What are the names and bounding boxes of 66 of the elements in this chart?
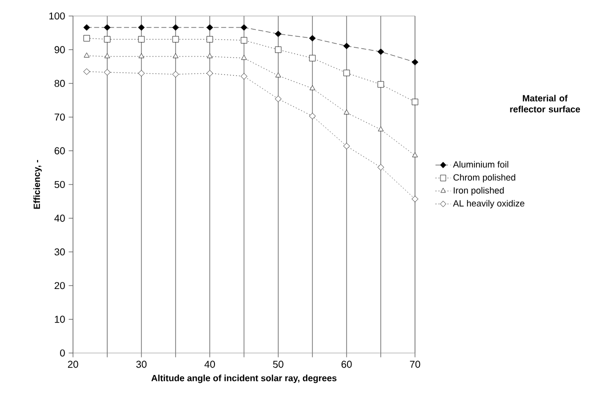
legend-label: Aluminium foil	[453, 161, 508, 168]
point	[241, 54, 247, 60]
point	[309, 112, 316, 120]
point	[344, 110, 350, 114]
point	[138, 24, 145, 31]
legend-label: Chrom polished	[453, 174, 516, 182]
point	[138, 70, 145, 76]
legend-title: Material of reflector surface	[510, 94, 580, 112]
x-tick-label: 40	[204, 360, 215, 368]
point	[206, 24, 214, 31]
point	[84, 52, 90, 58]
point	[378, 126, 384, 132]
point	[240, 73, 248, 80]
point	[240, 24, 248, 31]
point	[343, 42, 350, 50]
x-tick-label: 70	[410, 360, 420, 368]
x-tick-label: 50	[273, 360, 284, 368]
point	[309, 35, 316, 42]
x-tick-label: 60	[342, 360, 352, 368]
point	[138, 53, 144, 58]
y-tick-label: 0	[60, 349, 65, 357]
y-tick-label: 40	[54, 214, 65, 222]
point	[172, 24, 179, 31]
y-tick-label: 20	[54, 282, 65, 290]
legend-label: AL heavily oxidize	[453, 200, 524, 208]
point	[310, 85, 316, 90]
point	[206, 70, 214, 76]
y-tick-label: 50	[54, 180, 65, 188]
point	[104, 53, 110, 58]
y-tick-label: 60	[54, 147, 65, 154]
point	[138, 36, 145, 42]
point	[274, 30, 282, 38]
point	[275, 46, 282, 53]
point	[172, 36, 179, 42]
point	[104, 24, 111, 31]
point	[83, 24, 90, 31]
point	[104, 69, 111, 76]
point	[172, 71, 179, 78]
point	[412, 196, 418, 202]
point	[206, 36, 213, 42]
point	[412, 58, 418, 66]
y-tick-label: 30	[54, 248, 65, 256]
x-tick-label: 30	[136, 360, 147, 368]
y-tick-label: 90	[54, 46, 65, 54]
point	[104, 36, 110, 42]
point	[377, 164, 384, 170]
y-tick-label: 70	[54, 114, 65, 121]
point	[207, 53, 213, 58]
point	[378, 81, 384, 88]
x-tick-label: 20	[68, 360, 78, 368]
x-axis-title: Altitude angle of incident solar ray, degrees	[151, 374, 336, 384]
y-axis-title: Efficiency, -	[33, 160, 42, 209]
y-tick-label: 10	[54, 316, 65, 323]
point	[275, 72, 281, 78]
point	[343, 142, 350, 150]
point	[172, 53, 178, 58]
point	[343, 70, 350, 76]
point	[377, 48, 384, 55]
legend-label: Iron polished	[454, 186, 504, 196]
point	[412, 98, 418, 106]
point	[240, 37, 248, 44]
point	[83, 35, 90, 42]
point	[412, 152, 418, 158]
y-tick-label: 100	[49, 12, 65, 20]
y-tick-label: 80	[54, 80, 65, 87]
point	[309, 54, 316, 62]
